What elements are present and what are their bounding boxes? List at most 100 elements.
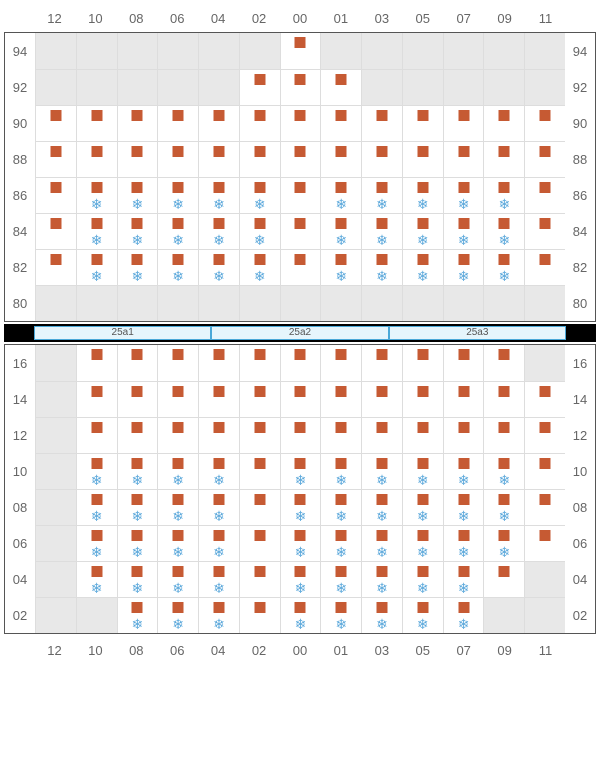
seat-cell[interactable]: ❄: [117, 561, 158, 597]
seat-cell[interactable]: ❄: [483, 489, 524, 525]
seat-cell[interactable]: ❄: [443, 489, 484, 525]
seat-cell[interactable]: ❄: [117, 597, 158, 633]
seat-cell[interactable]: ❄: [198, 525, 239, 561]
seat-cell[interactable]: [483, 345, 524, 381]
seat-cell[interactable]: ❄: [483, 249, 524, 285]
seat-cell[interactable]: ❄: [402, 525, 443, 561]
seat-cell[interactable]: [76, 141, 117, 177]
seat-cell[interactable]: [524, 213, 565, 249]
seat-cell[interactable]: [198, 141, 239, 177]
seat-cell[interactable]: [280, 213, 321, 249]
seat-cell[interactable]: ❄: [361, 489, 402, 525]
seat-cell[interactable]: ❄: [402, 597, 443, 633]
seat-cell[interactable]: [402, 345, 443, 381]
seat-cell[interactable]: [280, 69, 321, 105]
seat-cell[interactable]: [117, 345, 158, 381]
seat-cell[interactable]: ❄: [157, 249, 198, 285]
seat-cell[interactable]: ❄: [76, 453, 117, 489]
seat-cell[interactable]: [443, 141, 484, 177]
seat-cell[interactable]: [76, 417, 117, 453]
seat-cell[interactable]: [320, 105, 361, 141]
seat-cell[interactable]: [76, 381, 117, 417]
seat-cell[interactable]: ❄: [157, 453, 198, 489]
seat-cell[interactable]: ❄: [320, 177, 361, 213]
seat-cell[interactable]: [524, 453, 565, 489]
seat-cell[interactable]: [280, 345, 321, 381]
seat-cell[interactable]: [35, 177, 76, 213]
seat-cell[interactable]: ❄: [198, 489, 239, 525]
seat-cell[interactable]: [35, 105, 76, 141]
seat-cell[interactable]: [198, 417, 239, 453]
seat-cell[interactable]: ❄: [361, 561, 402, 597]
seat-cell[interactable]: [320, 141, 361, 177]
seat-cell[interactable]: ❄: [198, 561, 239, 597]
seat-cell[interactable]: ❄: [117, 249, 158, 285]
seat-cell[interactable]: [239, 381, 280, 417]
seat-cell[interactable]: ❄: [117, 177, 158, 213]
seat-cell[interactable]: [361, 381, 402, 417]
seat-cell[interactable]: [157, 381, 198, 417]
seat-cell[interactable]: ❄: [483, 177, 524, 213]
seat-cell[interactable]: [157, 141, 198, 177]
seat-cell[interactable]: ❄: [157, 597, 198, 633]
seat-cell[interactable]: [76, 105, 117, 141]
seat-cell[interactable]: ❄: [117, 489, 158, 525]
seat-cell[interactable]: ❄: [361, 525, 402, 561]
seat-cell[interactable]: ❄: [361, 213, 402, 249]
seat-cell[interactable]: ❄: [320, 453, 361, 489]
seat-cell[interactable]: [117, 417, 158, 453]
seat-cell[interactable]: [117, 381, 158, 417]
seat-cell[interactable]: ❄: [239, 177, 280, 213]
seat-cell[interactable]: ❄: [361, 177, 402, 213]
seat-cell[interactable]: ❄: [280, 489, 321, 525]
seat-cell[interactable]: [361, 417, 402, 453]
seat-cell[interactable]: ❄: [198, 597, 239, 633]
seat-cell[interactable]: ❄: [76, 525, 117, 561]
seat-cell[interactable]: [239, 597, 280, 633]
seat-cell[interactable]: [280, 381, 321, 417]
seat-cell[interactable]: [443, 105, 484, 141]
seat-cell[interactable]: ❄: [198, 177, 239, 213]
seat-cell[interactable]: [524, 177, 565, 213]
seat-cell[interactable]: [524, 489, 565, 525]
seat-cell[interactable]: [280, 417, 321, 453]
seat-cell[interactable]: [239, 69, 280, 105]
seat-cell[interactable]: ❄: [402, 561, 443, 597]
seat-cell[interactable]: [117, 105, 158, 141]
seat-cell[interactable]: [443, 417, 484, 453]
seat-cell[interactable]: [198, 345, 239, 381]
seat-cell[interactable]: ❄: [157, 177, 198, 213]
seat-cell[interactable]: [280, 33, 321, 69]
seat-cell[interactable]: ❄: [76, 489, 117, 525]
seat-cell[interactable]: ❄: [483, 453, 524, 489]
seat-cell[interactable]: ❄: [320, 489, 361, 525]
seat-cell[interactable]: [198, 105, 239, 141]
seat-cell[interactable]: ❄: [76, 177, 117, 213]
seat-cell[interactable]: [402, 417, 443, 453]
seat-cell[interactable]: [443, 381, 484, 417]
seat-cell[interactable]: [280, 141, 321, 177]
seat-cell[interactable]: [35, 249, 76, 285]
seat-cell[interactable]: ❄: [280, 525, 321, 561]
seat-cell[interactable]: ❄: [198, 249, 239, 285]
seat-cell[interactable]: ❄: [239, 213, 280, 249]
seat-cell[interactable]: [280, 105, 321, 141]
seat-cell[interactable]: ❄: [402, 213, 443, 249]
seat-cell[interactable]: [483, 561, 524, 597]
seat-cell[interactable]: [524, 381, 565, 417]
seat-cell[interactable]: ❄: [402, 453, 443, 489]
seat-cell[interactable]: ❄: [76, 561, 117, 597]
seat-cell[interactable]: ❄: [361, 249, 402, 285]
seat-cell[interactable]: [361, 345, 402, 381]
seat-cell[interactable]: [402, 141, 443, 177]
seat-cell[interactable]: ❄: [280, 561, 321, 597]
seat-cell[interactable]: [320, 345, 361, 381]
seat-cell[interactable]: ❄: [361, 597, 402, 633]
seat-cell[interactable]: [280, 177, 321, 213]
seat-cell[interactable]: ❄: [483, 525, 524, 561]
seat-cell[interactable]: ❄: [402, 177, 443, 213]
seat-cell[interactable]: [361, 141, 402, 177]
seat-cell[interactable]: [402, 105, 443, 141]
seat-cell[interactable]: [483, 417, 524, 453]
seat-cell[interactable]: ❄: [157, 213, 198, 249]
